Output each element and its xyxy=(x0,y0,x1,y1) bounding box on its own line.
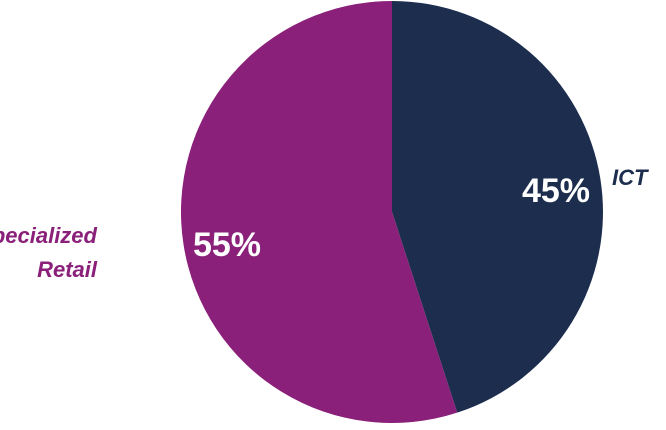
category-label-specialized-retail: SpecializedRetail xyxy=(0,223,98,282)
pie-slice-specialized-retail xyxy=(180,0,458,423)
value-label-ict: 45% xyxy=(522,172,590,210)
category-label-ict: ICT xyxy=(612,165,649,190)
pie-slice-ict xyxy=(392,1,603,413)
value-label-specialized-retail: 55% xyxy=(193,226,261,264)
pie-category-labels: ICT SpecializedRetail xyxy=(0,165,649,282)
pie-slices xyxy=(180,0,603,423)
pie-value-labels: 45% 55% xyxy=(193,172,590,264)
